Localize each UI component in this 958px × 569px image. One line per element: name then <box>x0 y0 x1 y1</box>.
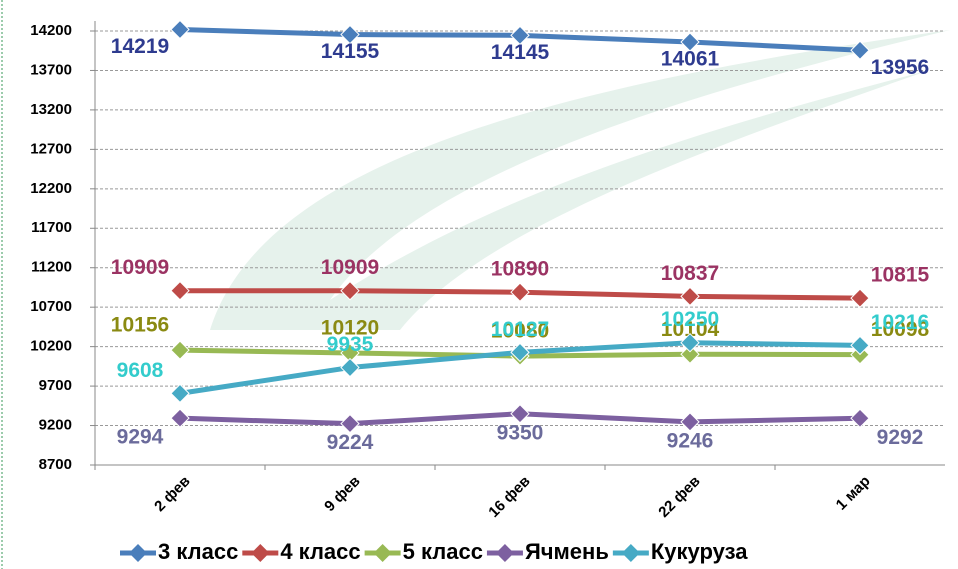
y-tick-label: 9200 <box>39 417 72 434</box>
legend-marker <box>496 544 514 562</box>
data-label: 14061 <box>661 48 720 71</box>
data-label: 9608 <box>117 359 164 382</box>
y-tick-label: 12200 <box>30 180 72 197</box>
y-tick-label: 12700 <box>30 140 72 157</box>
data-point <box>171 282 189 300</box>
data-label: 9294 <box>117 426 164 449</box>
data-label: 13956 <box>871 56 929 79</box>
legend-label: Ячмень <box>525 539 609 564</box>
data-label: 10156 <box>111 314 169 337</box>
x-tick-label: 16 фев <box>485 473 533 521</box>
data-label: 10890 <box>491 258 549 281</box>
data-point <box>511 283 529 301</box>
legend-marker <box>374 544 392 562</box>
chart: 8700 9200 9700 10200 10700 11200 11700 12200 127… <box>0 0 958 569</box>
x-tick-label: 9 фев <box>321 473 363 515</box>
data-point <box>341 359 359 377</box>
data-point <box>171 21 189 39</box>
legend-marker <box>622 544 640 562</box>
data-point <box>341 415 359 433</box>
data-point <box>851 289 869 307</box>
x-tick-label: 1 мар <box>833 473 874 514</box>
y-tick-label: 10200 <box>30 338 72 355</box>
legend-marker <box>129 544 147 562</box>
data-label: 10127 <box>491 318 549 341</box>
data-label: 9935 <box>327 333 374 356</box>
data-label: 9350 <box>497 421 544 444</box>
x-tick-label: 22 фев <box>655 473 703 521</box>
data-point <box>511 405 529 423</box>
data-label: 14145 <box>491 41 550 64</box>
y-tick-label: 13200 <box>30 101 72 118</box>
data-label: 10909 <box>111 256 169 279</box>
data-label: 9246 <box>667 429 714 452</box>
data-label: 14155 <box>321 40 380 63</box>
y-tick-label: 9700 <box>39 377 72 394</box>
data-label: 10250 <box>661 308 719 331</box>
watermark <box>210 30 950 330</box>
x-tick-label: 2 фев <box>151 473 193 515</box>
data-label: 10837 <box>661 262 719 285</box>
data-point <box>171 384 189 402</box>
data-label: 9292 <box>877 426 924 449</box>
y-tick-label: 10700 <box>30 298 72 315</box>
data-label: 10815 <box>871 264 930 287</box>
y-tick-label: 14200 <box>30 22 72 39</box>
legend-label: 4 класс <box>280 539 360 564</box>
data-label: 9224 <box>327 431 374 454</box>
data-point <box>681 287 699 305</box>
data-point <box>851 409 869 427</box>
legend-label: 3 класс <box>158 539 238 564</box>
y-tick-label: 8700 <box>39 456 72 473</box>
y-tick-label: 11700 <box>31 219 72 236</box>
data-point <box>681 413 699 431</box>
legend-label: 5 класс <box>403 539 483 564</box>
legend-label: Кукуруза <box>651 539 748 564</box>
y-tick-label: 13700 <box>30 61 72 78</box>
data-label: 10216 <box>871 311 929 334</box>
data-point <box>171 341 189 359</box>
data-label: 14219 <box>111 35 169 58</box>
y-tick-label: 11200 <box>31 259 72 276</box>
data-point <box>171 409 189 427</box>
data-label: 10909 <box>321 256 379 279</box>
legend-marker <box>251 544 269 562</box>
